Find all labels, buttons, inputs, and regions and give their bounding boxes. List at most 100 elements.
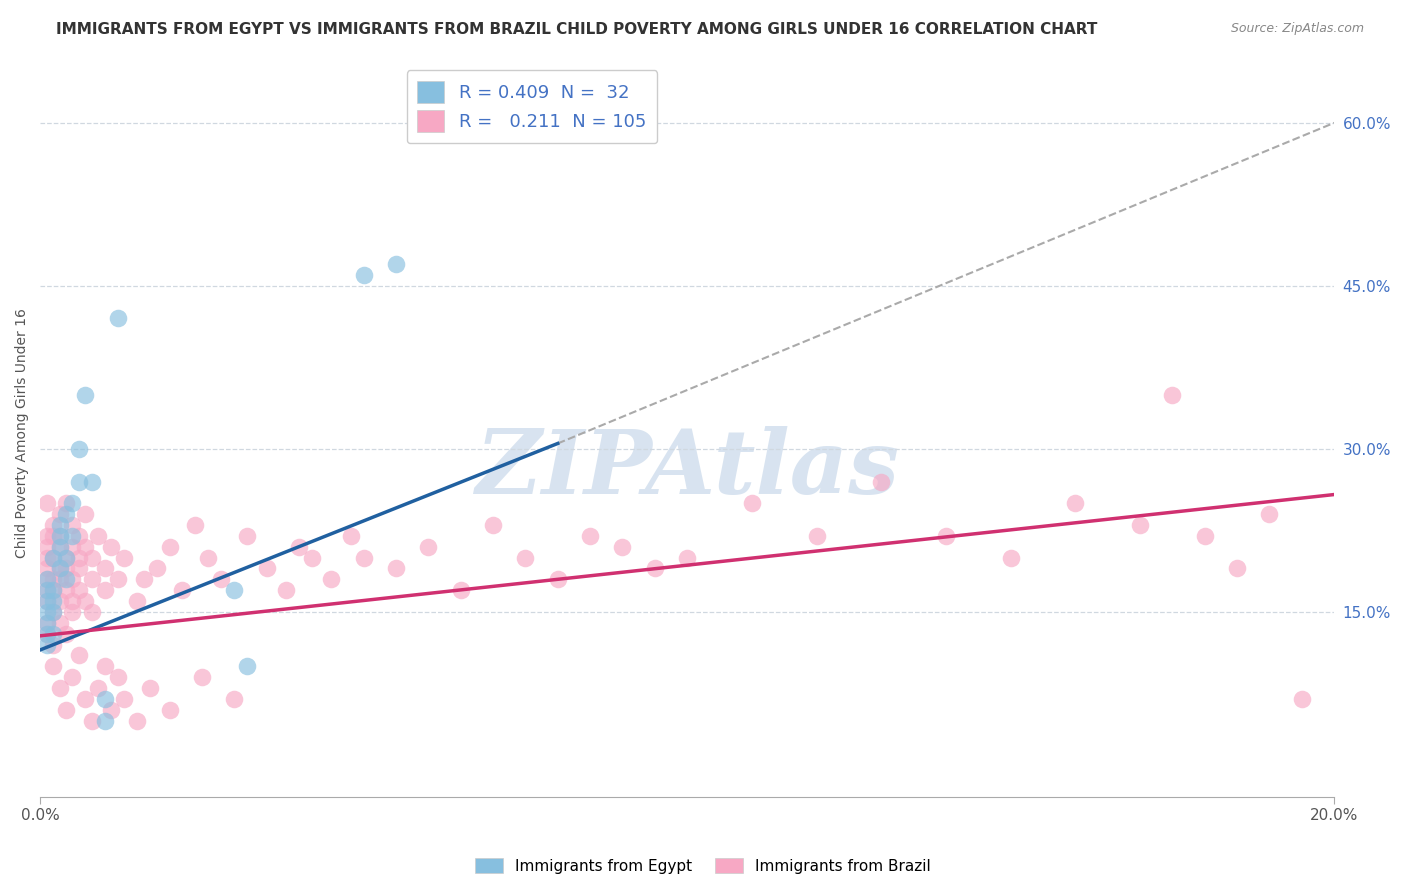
Point: [197, 550, 219, 565]
Point: [236, 529, 259, 543]
Point: [35, 496, 58, 510]
Point: [1064, 496, 1087, 510]
Point: [67, 550, 90, 565]
Point: [35, 615, 58, 630]
Point: [35, 626, 58, 640]
Point: [274, 583, 297, 598]
Point: [42, 605, 65, 619]
Point: [612, 540, 634, 554]
Point: [935, 529, 957, 543]
Point: [55, 507, 77, 521]
Point: [75, 387, 97, 401]
Legend: R = 0.409  N =  32, R =   0.211  N = 105: R = 0.409 N = 32, R = 0.211 N = 105: [406, 70, 657, 144]
Point: [353, 550, 375, 565]
Point: [55, 496, 77, 510]
Point: [80, 714, 103, 728]
Point: [55, 703, 77, 717]
Point: [385, 561, 408, 575]
Point: [515, 550, 537, 565]
Point: [35, 572, 58, 586]
Point: [224, 691, 246, 706]
Point: [127, 714, 149, 728]
Y-axis label: Child Poverty Among Girls Under 16: Child Poverty Among Girls Under 16: [15, 308, 30, 558]
Point: [1226, 561, 1249, 575]
Point: [48, 594, 70, 608]
Point: [48, 529, 70, 543]
Point: [107, 311, 129, 326]
Point: [62, 518, 84, 533]
Point: [48, 615, 70, 630]
Point: [209, 572, 232, 586]
Point: [75, 540, 97, 554]
Point: [224, 583, 246, 598]
Point: [55, 626, 77, 640]
Text: Source: ZipAtlas.com: Source: ZipAtlas.com: [1230, 22, 1364, 36]
Point: [94, 583, 117, 598]
Point: [353, 268, 375, 282]
Point: [1194, 529, 1216, 543]
Point: [55, 550, 77, 565]
Point: [339, 529, 361, 543]
Legend: Immigrants from Egypt, Immigrants from Brazil: Immigrants from Egypt, Immigrants from B…: [470, 852, 936, 880]
Point: [132, 572, 155, 586]
Point: [35, 583, 58, 598]
Point: [62, 670, 84, 684]
Point: [42, 605, 65, 619]
Point: [35, 605, 58, 619]
Point: [42, 529, 65, 543]
Point: [80, 572, 103, 586]
Point: [48, 529, 70, 543]
Point: [159, 540, 181, 554]
Point: [80, 605, 103, 619]
Point: [870, 475, 893, 489]
Point: [55, 550, 77, 565]
Point: [1161, 387, 1184, 401]
Point: [75, 507, 97, 521]
Point: [301, 550, 323, 565]
Point: [579, 529, 602, 543]
Point: [112, 691, 135, 706]
Point: [48, 540, 70, 554]
Point: [42, 550, 65, 565]
Point: [288, 540, 311, 554]
Point: [55, 583, 77, 598]
Point: [482, 518, 505, 533]
Point: [67, 442, 90, 456]
Point: [48, 540, 70, 554]
Point: [62, 605, 84, 619]
Point: [1291, 691, 1313, 706]
Point: [67, 529, 90, 543]
Point: [55, 572, 77, 586]
Text: IMMIGRANTS FROM EGYPT VS IMMIGRANTS FROM BRAZIL CHILD POVERTY AMONG GIRLS UNDER : IMMIGRANTS FROM EGYPT VS IMMIGRANTS FROM…: [56, 22, 1098, 37]
Point: [94, 561, 117, 575]
Point: [42, 518, 65, 533]
Point: [75, 691, 97, 706]
Point: [48, 561, 70, 575]
Text: ZIPAtlas: ZIPAtlas: [475, 425, 898, 512]
Point: [80, 475, 103, 489]
Point: [1129, 518, 1152, 533]
Point: [67, 561, 90, 575]
Point: [139, 681, 162, 695]
Point: [256, 561, 278, 575]
Point: [35, 561, 58, 575]
Point: [62, 594, 84, 608]
Point: [385, 257, 408, 271]
Point: [87, 529, 110, 543]
Point: [1258, 507, 1281, 521]
Point: [107, 572, 129, 586]
Point: [87, 681, 110, 695]
Point: [75, 594, 97, 608]
Point: [107, 670, 129, 684]
Point: [547, 572, 569, 586]
Point: [62, 572, 84, 586]
Point: [42, 583, 65, 598]
Point: [42, 583, 65, 598]
Point: [48, 561, 70, 575]
Point: [42, 638, 65, 652]
Point: [35, 594, 58, 608]
Point: [100, 703, 122, 717]
Point: [80, 550, 103, 565]
Point: [450, 583, 472, 598]
Point: [35, 540, 58, 554]
